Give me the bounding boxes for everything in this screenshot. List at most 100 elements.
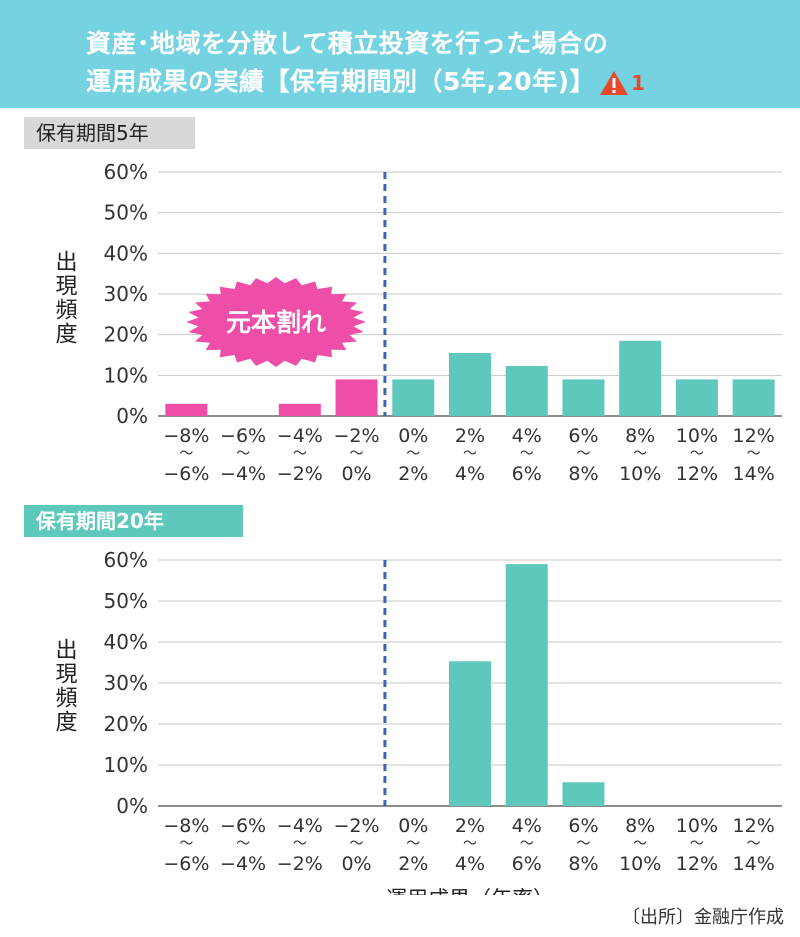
x-tick-label: 〜 [350, 836, 364, 852]
y-tick-label: 50% [104, 201, 148, 225]
y-tick-label: 10% [104, 753, 148, 777]
x-tick-label: 〜 [463, 836, 477, 852]
title-line-2-text: 運用成果の実績【保有期間別（5年,20年)】 [86, 67, 596, 96]
x-tick-label: 2% [455, 425, 485, 447]
x-tick-label: 2% [398, 853, 428, 875]
y-axis-label: 出現頻度 [52, 250, 78, 346]
y-tick-label: 40% [104, 630, 148, 654]
x-tick-label: 〜 [293, 836, 307, 852]
y-tick-label: 50% [104, 589, 148, 613]
bar [675, 379, 718, 416]
bar [449, 352, 491, 416]
chart-5-year: 0%10%20%30%40%50%60%出現頻度−8%〜−6%−6%〜−4%−4… [52, 160, 782, 485]
bar [449, 661, 491, 806]
y-tick-label: 40% [104, 241, 148, 265]
x-tick-label: 10% [676, 425, 718, 447]
bar [505, 365, 548, 416]
y-tick-label: 10% [104, 363, 148, 387]
annotation-label: 元本割れ [226, 308, 326, 337]
section-label-5y: 保有期間5年 [24, 117, 195, 149]
x-tick-label: 〜 [576, 446, 590, 462]
y-tick-label: 60% [104, 160, 148, 184]
bar [505, 564, 548, 806]
y-tick-label: 30% [104, 282, 148, 306]
bar [278, 403, 321, 416]
bar [165, 403, 208, 416]
x-tick-label: 12% [676, 463, 718, 485]
x-tick-label: 10% [619, 853, 661, 875]
x-tick-label: 2% [455, 815, 485, 837]
x-tick-label: −2% [334, 425, 380, 447]
title-line-2: 運用成果の実績【保有期間別（5年,20年)】 1 [86, 62, 646, 98]
x-tick-label: −2% [277, 853, 323, 875]
x-tick-label: −8% [163, 425, 209, 447]
x-tick-label: −2% [277, 463, 323, 485]
x-tick-label: 〜 [520, 836, 534, 852]
x-tick-label: 〜 [633, 836, 647, 852]
x-tick-label: −2% [334, 815, 380, 837]
x-tick-label: 0% [398, 425, 428, 447]
y-tick-label: 60% [104, 548, 148, 572]
x-tick-label: 4% [512, 815, 542, 837]
y-tick-label: 0% [116, 794, 148, 818]
x-tick-label: 2% [398, 463, 428, 485]
x-tick-label: 〜 [747, 446, 761, 462]
x-tick-label: 〜 [463, 446, 477, 462]
y-tick-label: 0% [116, 404, 148, 428]
x-tick-label: 〜 [236, 446, 250, 462]
x-tick-label: −6% [220, 815, 266, 837]
x-tick-label: 8% [568, 463, 598, 485]
warning-icon [600, 71, 629, 95]
x-axis-label: 運用成果（年率） [386, 887, 554, 895]
x-tick-label: 〜 [520, 446, 534, 462]
warning-badge: 1 [599, 70, 645, 96]
source-note: 〔出所〕金融庁作成 [622, 907, 784, 928]
x-tick-label: −6% [220, 425, 266, 447]
y-tick-label: 30% [104, 671, 148, 695]
section-label-20y: 保有期間20年 [24, 505, 243, 537]
x-tick-label: 6% [568, 425, 598, 447]
x-tick-label: 8% [625, 425, 655, 447]
x-tick-label: 6% [512, 853, 542, 875]
x-tick-label: 10% [619, 463, 661, 485]
x-tick-label: 〜 [406, 446, 420, 462]
chart-20-year: 0%10%20%30%40%50%60%出現頻度−8%〜−6%−6%〜−4%−4… [52, 548, 782, 895]
x-tick-label: 12% [733, 425, 775, 447]
bar [732, 379, 775, 416]
y-axis-label: 出現頻度 [52, 638, 78, 734]
x-tick-label: 10% [676, 815, 718, 837]
y-tick-label: 20% [104, 712, 148, 736]
x-tick-label: −4% [277, 815, 323, 837]
x-tick-label: 〜 [690, 836, 704, 852]
bar [619, 340, 662, 416]
starburst-shape [186, 277, 366, 367]
x-tick-label: 8% [568, 853, 598, 875]
y-tick-label: 20% [104, 323, 148, 347]
bar [562, 379, 605, 416]
x-tick-label: 〜 [179, 446, 193, 462]
x-tick-label: 〜 [576, 836, 590, 852]
x-tick-label: 〜 [406, 836, 420, 852]
title-line-1: 資産･地域を分散して積立投資を行った場合の [86, 29, 609, 58]
x-tick-label: 12% [676, 853, 718, 875]
x-tick-label: −6% [163, 853, 209, 875]
x-tick-label: −8% [163, 815, 209, 837]
x-tick-label: 4% [512, 425, 542, 447]
warning-number: 1 [631, 71, 646, 95]
x-tick-label: 〜 [236, 836, 250, 852]
x-tick-label: −4% [220, 463, 266, 485]
x-tick-label: 0% [341, 463, 371, 485]
x-tick-label: 14% [733, 463, 775, 485]
x-tick-label: 0% [341, 853, 371, 875]
x-tick-label: 〜 [293, 446, 307, 462]
x-tick-label: 〜 [747, 836, 761, 852]
x-tick-label: −4% [220, 853, 266, 875]
title-banner: 資産･地域を分散して積立投資を行った場合の 運用成果の実績【保有期間別（5年,2… [0, 0, 800, 108]
x-tick-label: 12% [733, 815, 775, 837]
x-tick-label: −4% [277, 425, 323, 447]
x-tick-label: 14% [733, 853, 775, 875]
x-tick-label: 4% [455, 463, 485, 485]
x-tick-label: 〜 [690, 446, 704, 462]
x-tick-label: 6% [568, 815, 598, 837]
bar [335, 379, 378, 416]
